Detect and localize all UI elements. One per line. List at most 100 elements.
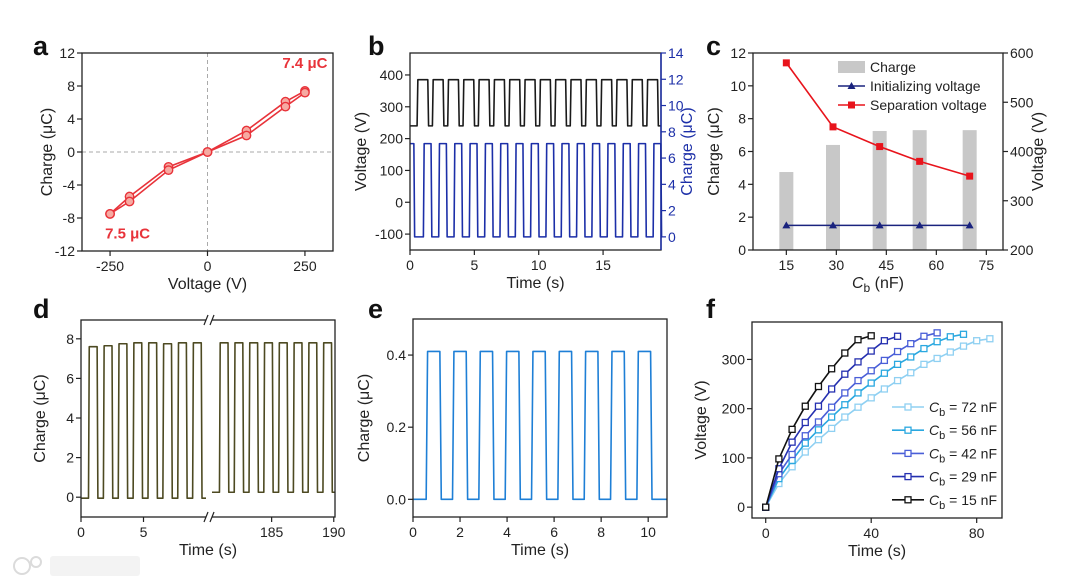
data-point-square — [827, 385, 836, 393]
data-point-square — [827, 413, 836, 421]
data-point-square — [854, 358, 862, 366]
y2-tick-label: 200 — [1010, 242, 1034, 258]
bar-charge — [779, 172, 794, 250]
legend-subscript: b — [939, 407, 945, 419]
y-tick-label: 2 — [66, 450, 74, 466]
legend-subscript: b — [939, 430, 945, 442]
plot-area — [410, 78, 663, 238]
panel-f: f 0 40 80 0 100 200 300 Time (s) Voltage (V) Cb = … — [693, 294, 1003, 560]
y-tick-label: 200 — [380, 131, 404, 147]
legend-subscript: b — [939, 477, 945, 489]
data-point-square — [788, 425, 796, 434]
data-point — [163, 165, 174, 176]
data-point-square — [854, 376, 862, 385]
y-tick-label: 4 — [66, 410, 74, 426]
data-point — [241, 130, 252, 141]
y-tick-label: 2 — [738, 209, 746, 225]
data-point — [202, 147, 213, 157]
legend-symbol: C — [929, 399, 940, 415]
axis-break-mark — [203, 314, 209, 326]
legend-text: = 56 nF — [945, 422, 997, 438]
x-tick-label: 2 — [456, 524, 464, 540]
y-axis-label: Charge (μC) — [32, 374, 49, 462]
y2-tick-label: 6 — [668, 150, 676, 166]
y-tick-label: 8 — [738, 111, 746, 127]
watermark-icon — [13, 557, 31, 575]
y-tick-label: 12 — [59, 45, 75, 61]
y-tick-label: 100 — [380, 162, 404, 178]
x-tick-label: 4 — [503, 524, 511, 540]
data-point-square — [973, 337, 981, 345]
y-tick-label: 10 — [730, 78, 746, 94]
data-point-triangle — [915, 221, 924, 229]
data-point-square — [920, 344, 928, 353]
x-tick-label: 0 — [409, 524, 417, 540]
data-point-square — [827, 403, 836, 411]
axis-break-mark — [203, 511, 209, 523]
data-point-square — [933, 329, 941, 337]
waveform-charge-early — [81, 341, 206, 499]
data-point-square — [801, 448, 809, 456]
series-line — [764, 335, 898, 508]
x-tick-label: 45 — [879, 257, 895, 273]
data-point-square — [814, 418, 823, 426]
data-point-square — [854, 389, 862, 397]
legend-square-icon — [904, 403, 912, 411]
watermark-logo — [13, 556, 140, 576]
data-point-square — [880, 385, 889, 393]
data-point-square — [920, 360, 928, 369]
y2-axis-label: Voltage (V) — [1030, 112, 1047, 191]
y2-tick-label: 14 — [668, 45, 684, 61]
y2-tick-label: 8 — [668, 124, 676, 140]
data-point-square — [867, 332, 875, 340]
y-tick-label: 300 — [722, 351, 746, 367]
waveform-charge-late — [212, 341, 335, 494]
data-point-square — [762, 503, 770, 511]
x-tick-label: 250 — [293, 258, 317, 274]
y2-tick-label: 600 — [1010, 45, 1034, 61]
x-tick-label: 8 — [597, 524, 605, 540]
plot-area — [413, 350, 667, 501]
data-point-square — [841, 389, 849, 397]
panel-a: a -250 0 250 -12 -8 -4 0 4 8 12 Voltage (V) Charge (… — [33, 31, 334, 293]
legend: Charge Initializing voltage Separation vol… — [838, 59, 987, 113]
y2-tick-label: 400 — [1010, 144, 1034, 160]
data-point-square — [867, 394, 875, 402]
legend-subscript: b — [939, 453, 945, 465]
legend-label: Charge — [870, 59, 916, 75]
x-label-unit: (nF) — [870, 275, 904, 292]
data-point-square — [986, 335, 994, 343]
legend-label: Initializing voltage — [870, 78, 981, 94]
waveform-charge — [410, 142, 663, 238]
x-tick-label: 40 — [863, 525, 879, 541]
legend-label: Cb = 56 nF — [929, 422, 997, 442]
y2-axis-label: Charge (μC) — [679, 107, 696, 195]
axis-break-gap — [206, 318, 212, 322]
data-point-square — [907, 353, 915, 361]
y-tick-label: 4 — [67, 111, 75, 127]
data-point-square — [920, 332, 928, 340]
legend-symbol: C — [929, 422, 940, 438]
x-tick-label: 60 — [929, 257, 945, 273]
data-point-square — [893, 360, 902, 369]
y2-tick-label: 4 — [668, 176, 676, 192]
y-axis-label: Charge (μC) — [356, 374, 373, 462]
legend-square-icon — [904, 472, 912, 481]
bar-charge — [826, 144, 840, 250]
x-tick-label: -250 — [96, 258, 124, 274]
legend-label: Cb = 42 nF — [929, 445, 997, 465]
data-point-square — [788, 463, 796, 471]
y-tick-label: -8 — [63, 210, 76, 226]
x-tick-label: 0 — [77, 524, 85, 540]
data-point-square — [788, 438, 796, 446]
data-point-square — [946, 333, 954, 341]
panel-label: e — [368, 294, 383, 324]
x-tick-label: 10 — [640, 524, 656, 540]
data-point-square — [782, 59, 790, 67]
y-tick-label: 0 — [395, 194, 403, 210]
x-tick-label: 190 — [322, 524, 346, 540]
data-point-triangle — [875, 221, 884, 229]
legend-square-icon — [904, 449, 912, 458]
data-point-square — [788, 450, 796, 459]
panel-label: b — [368, 31, 385, 61]
